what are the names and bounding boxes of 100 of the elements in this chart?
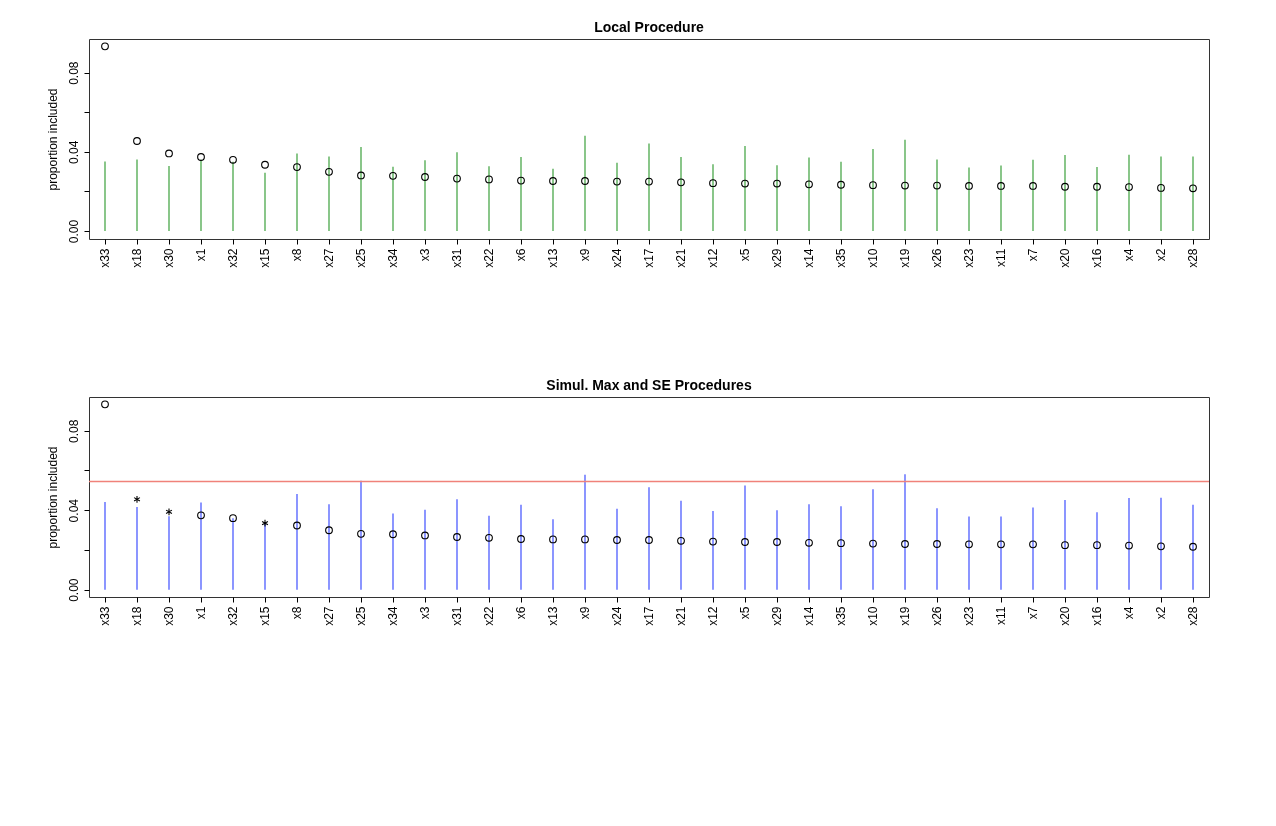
- point: [645, 536, 653, 544]
- point: [229, 155, 237, 164]
- chart-title: Simul. Max and SE Procedures: [546, 377, 752, 393]
- x-tick-label: x9: [578, 606, 592, 620]
- point: [709, 537, 717, 546]
- point: [421, 173, 429, 181]
- x-tick-label: x3: [418, 606, 432, 620]
- point: [773, 538, 781, 546]
- point: [1189, 184, 1197, 193]
- point: [229, 514, 237, 523]
- point: [869, 181, 877, 190]
- x-tick-label: x6: [514, 606, 528, 620]
- x-tick-label: x35: [834, 606, 848, 626]
- point: [869, 539, 877, 548]
- point: [357, 529, 365, 538]
- point: [741, 179, 749, 188]
- x-tick-label: x22: [482, 248, 496, 268]
- point: [741, 538, 749, 546]
- point: [197, 511, 205, 520]
- x-tick-label: x23: [962, 248, 976, 268]
- point: [357, 171, 365, 180]
- x-tick-label: x28: [1186, 248, 1200, 268]
- point: [613, 536, 621, 544]
- x-tick-label: x33: [98, 606, 112, 626]
- x-tick-label: x20: [1058, 248, 1072, 268]
- x-tick-label: x31: [450, 248, 464, 268]
- point: [1125, 183, 1133, 192]
- x-tick-label: x20: [1058, 606, 1072, 626]
- point: [901, 540, 909, 548]
- point: [1189, 542, 1197, 551]
- point: [549, 535, 557, 544]
- x-tick-label: x12: [706, 606, 720, 626]
- x-tick-label: x11: [994, 606, 1008, 625]
- x-tick-label: x6: [514, 248, 528, 262]
- x-tick-label: x27: [322, 606, 336, 626]
- x-tick-label: x18: [130, 606, 144, 626]
- x-tick-label: x16: [1090, 606, 1104, 626]
- point: [645, 177, 653, 186]
- x-tick-label: x33: [98, 248, 112, 268]
- y-axis-title: proportion included: [45, 88, 60, 191]
- point: [709, 179, 717, 188]
- y-tick-label: 0.04: [66, 140, 81, 165]
- y-tick-label: 0.08: [66, 61, 81, 85]
- point: [165, 149, 173, 158]
- x-tick-label: x10: [866, 606, 880, 626]
- point: [805, 180, 813, 189]
- x-tick-label: x16: [1090, 248, 1104, 268]
- x-tick-label: x31: [450, 606, 464, 626]
- x-tick-label: x34: [386, 606, 400, 626]
- x-tick-label: x13: [546, 248, 560, 268]
- point: [1061, 182, 1069, 191]
- point: [453, 533, 461, 541]
- point: [421, 531, 429, 540]
- x-tick-label: x14: [802, 248, 816, 268]
- x-tick-label: x30: [162, 248, 176, 268]
- point: [485, 175, 493, 184]
- x-tick-label: x13: [546, 606, 560, 626]
- x-tick-label: x8: [290, 248, 304, 262]
- point: [293, 521, 301, 530]
- x-tick-label: x4: [1122, 248, 1136, 262]
- point: [613, 177, 621, 186]
- x-tick-label: x21: [674, 606, 688, 626]
- point: [197, 153, 205, 161]
- x-tick-label: x17: [642, 606, 656, 626]
- point: [1029, 540, 1037, 549]
- point: [677, 178, 685, 187]
- point: [261, 519, 269, 528]
- x-tick-label: x15: [258, 248, 272, 268]
- point: [293, 163, 301, 172]
- y-axis-title: proportion included: [45, 446, 60, 549]
- x-tick-label: x15: [258, 606, 272, 626]
- point: [997, 540, 1005, 549]
- point: [1093, 541, 1101, 550]
- point: [133, 495, 141, 504]
- x-tick-label: x4: [1122, 606, 1136, 620]
- x-tick-label: x24: [610, 606, 624, 626]
- x-tick-label: x9: [578, 248, 592, 262]
- point: [933, 181, 941, 190]
- x-tick-label: x8: [290, 606, 304, 620]
- x-tick-label: x7: [1026, 606, 1040, 620]
- chart-title: Local Procedure: [594, 19, 705, 35]
- y-tick-label: 0.04: [66, 498, 81, 523]
- point: [1157, 542, 1165, 551]
- x-tick-label: x3: [418, 248, 432, 262]
- y-tick-label: 0.00: [66, 578, 81, 602]
- x-tick-label: x32: [226, 248, 240, 268]
- x-tick-label: x18: [130, 248, 144, 268]
- point: [101, 400, 109, 409]
- x-tick-label: x26: [930, 248, 944, 268]
- x-tick-label: x23: [962, 606, 976, 626]
- x-tick-label: x11: [994, 248, 1008, 267]
- x-tick-label: x29: [770, 606, 784, 626]
- point: [901, 181, 909, 190]
- x-tick-label: x26: [930, 606, 944, 626]
- x-tick-label: x1: [194, 248, 208, 262]
- x-tick-label: x10: [866, 248, 880, 268]
- point: [549, 177, 557, 185]
- x-tick-label: x27: [322, 248, 336, 268]
- point: [837, 180, 845, 189]
- x-tick-label: x7: [1026, 248, 1040, 262]
